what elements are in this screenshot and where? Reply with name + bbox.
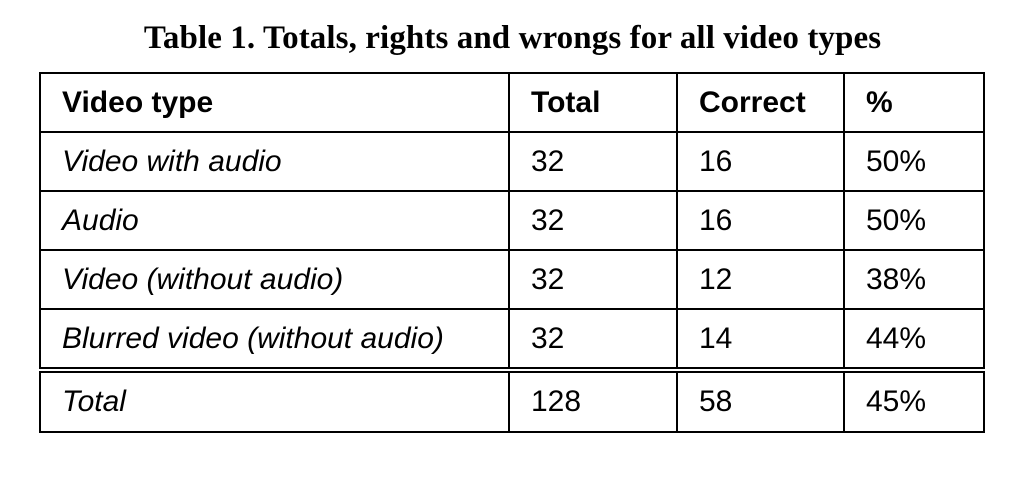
cell-video-type: Video (without audio) xyxy=(39,249,510,310)
header-total: Total xyxy=(508,72,678,133)
table-row: Audio 32 16 50% xyxy=(39,190,985,251)
cell-percent: 50% xyxy=(843,131,985,192)
table-header-row: Video type Total Correct % xyxy=(39,72,985,133)
cell-total-label: Total xyxy=(39,367,510,433)
cell-video-type: Blurred video (without audio) xyxy=(39,308,510,371)
cell-percent: 38% xyxy=(843,249,985,310)
table-total-row: Total 128 58 45% xyxy=(39,367,985,433)
results-table: Video type Total Correct % Video with au… xyxy=(39,72,985,433)
cell-correct: 16 xyxy=(676,190,845,251)
cell-total: 32 xyxy=(508,131,678,192)
cell-percent: 44% xyxy=(843,308,985,371)
cell-total: 32 xyxy=(508,249,678,310)
cell-percent: 50% xyxy=(843,190,985,251)
table-row: Video with audio 32 16 50% xyxy=(39,131,985,192)
cell-video-type: Video with audio xyxy=(39,131,510,192)
header-percent: % xyxy=(843,72,985,133)
header-video-type: Video type xyxy=(39,72,510,133)
cell-correct: 12 xyxy=(676,249,845,310)
header-correct: Correct xyxy=(676,72,845,133)
cell-video-type: Audio xyxy=(39,190,510,251)
cell-total-correct: 58 xyxy=(676,367,845,433)
cell-total: 32 xyxy=(508,308,678,371)
cell-correct: 16 xyxy=(676,131,845,192)
cell-total-total: 128 xyxy=(508,367,678,433)
table-row: Video (without audio) 32 12 38% xyxy=(39,249,985,310)
cell-total-percent: 45% xyxy=(843,367,985,433)
table-caption: Table 1. Totals, rights and wrongs for a… xyxy=(143,20,882,56)
table-row: Blurred video (without audio) 32 14 44% xyxy=(39,308,985,371)
cell-total: 32 xyxy=(508,190,678,251)
cell-correct: 14 xyxy=(676,308,845,371)
